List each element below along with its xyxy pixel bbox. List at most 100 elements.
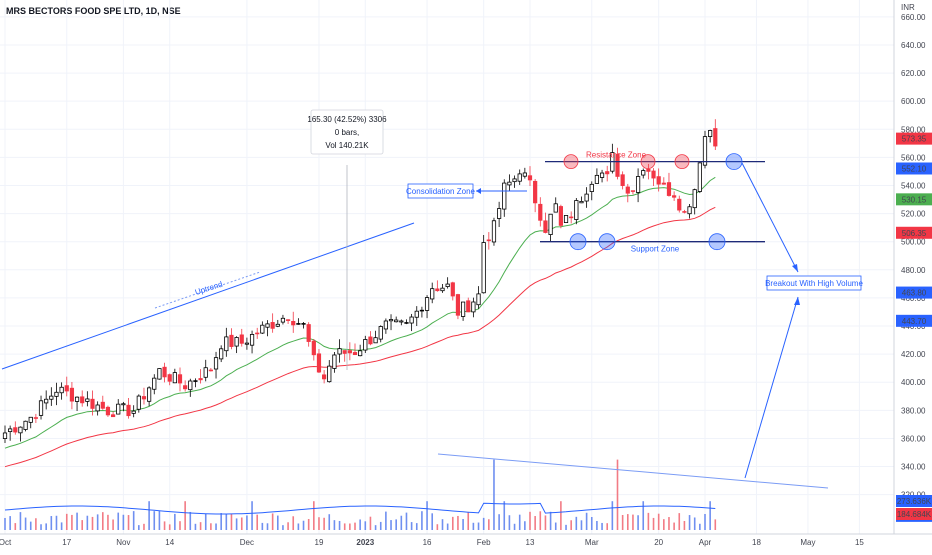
candle-body (414, 310, 419, 318)
volume-bar (637, 515, 639, 530)
volume-bar (354, 522, 356, 530)
candle-body (105, 406, 111, 416)
candle-body (363, 339, 368, 351)
candle-body (543, 220, 548, 233)
support-touch-marker (708, 233, 726, 251)
volume-bar (138, 525, 140, 530)
candle-body (74, 396, 80, 402)
volume-bar (688, 515, 691, 530)
volume-bar (415, 523, 418, 530)
breakout-label-box (766, 275, 862, 291)
volume-bar (101, 512, 104, 530)
volume-bar (261, 522, 264, 530)
volume-bar (215, 523, 217, 530)
candle-body (589, 183, 594, 192)
candle-body (285, 319, 291, 321)
volume-bar (693, 517, 696, 530)
volume-bar (91, 516, 94, 530)
candle-body (517, 173, 522, 182)
x-tick-label: 18 (752, 538, 761, 547)
volume-bar (24, 517, 27, 530)
candle-body (522, 172, 527, 177)
resistance-touch-marker (563, 154, 579, 170)
volume-bar (174, 513, 176, 530)
candle-body (661, 182, 666, 185)
y-tick-label: 600.00 (901, 97, 926, 106)
candle-body (548, 213, 553, 235)
volume-bar (81, 520, 84, 530)
y-tick-label: 420.00 (901, 350, 926, 359)
y-tick-label: 360.00 (901, 434, 926, 443)
volume-bar (611, 501, 614, 530)
volume-bar (441, 519, 444, 530)
volume-bar (488, 519, 490, 530)
volume-bar (683, 520, 686, 530)
candle-body (574, 200, 579, 220)
candle-body (708, 130, 713, 137)
volume-bar (518, 514, 521, 530)
volume-bar (534, 516, 536, 530)
x-tick-label: 20 (654, 538, 663, 547)
candle-body (193, 380, 198, 382)
volume-bar (199, 522, 202, 530)
volume-bar (575, 516, 578, 530)
volume-bar (313, 501, 315, 530)
volume-bar (122, 514, 125, 530)
volume-bar (513, 523, 516, 530)
candle-body (702, 136, 708, 166)
volume-bar (287, 522, 289, 530)
grid (0, 0, 894, 534)
candle-body (445, 283, 450, 287)
candle-body (33, 417, 38, 419)
currency-label: INR (901, 3, 915, 12)
candle-body (162, 366, 167, 378)
candle-body (59, 386, 64, 394)
candle-body (533, 180, 538, 204)
candle-body (527, 175, 533, 181)
volume-bar (158, 511, 161, 530)
candle-body (90, 398, 95, 409)
volume-bar (132, 511, 135, 530)
volume-bar (302, 520, 305, 530)
volume-bar (168, 524, 171, 530)
y-tick-label: 560.00 (901, 153, 926, 162)
candle-body (342, 350, 347, 354)
x-tick-label: Feb (477, 538, 491, 547)
candle-body (177, 374, 183, 384)
candle-body (579, 200, 584, 204)
breakout-label: Breakout With High Volume (765, 279, 863, 288)
volume-bar (364, 521, 367, 530)
candle-body (141, 396, 147, 400)
x-tick-label: 17 (62, 538, 71, 547)
volume-bar (395, 519, 397, 530)
volume-bar (117, 512, 120, 530)
resistance-touch-marker (674, 154, 690, 170)
candle-body (605, 171, 610, 175)
candle-body (635, 176, 641, 193)
volume-bar (256, 514, 259, 530)
volume-bar (673, 522, 675, 530)
candle-body (80, 396, 85, 404)
candle-body (471, 301, 476, 313)
candle-body (188, 380, 193, 391)
volume-bar (390, 520, 392, 530)
volume-bar (179, 521, 181, 530)
candle-body (69, 387, 75, 402)
volume-bar (45, 523, 47, 530)
candle-body (455, 294, 461, 316)
volume-bar (585, 512, 588, 530)
y-tick-label: 380.00 (901, 406, 926, 415)
time-axis: Oct 17 Nov 14 Dec 19 2023 16 Feb 13 Mar 20 Apr 18 May 1… (0, 533, 932, 547)
volume-bar (436, 524, 439, 530)
candle-body (692, 189, 697, 209)
candle-body (502, 182, 507, 210)
candle-body (677, 198, 682, 211)
volume-bar (652, 517, 655, 530)
x-tick-label: 14 (165, 538, 174, 547)
volume-bar (112, 519, 114, 530)
volume-bar (220, 513, 222, 530)
candle-body (136, 395, 141, 410)
candle-body (419, 309, 425, 312)
